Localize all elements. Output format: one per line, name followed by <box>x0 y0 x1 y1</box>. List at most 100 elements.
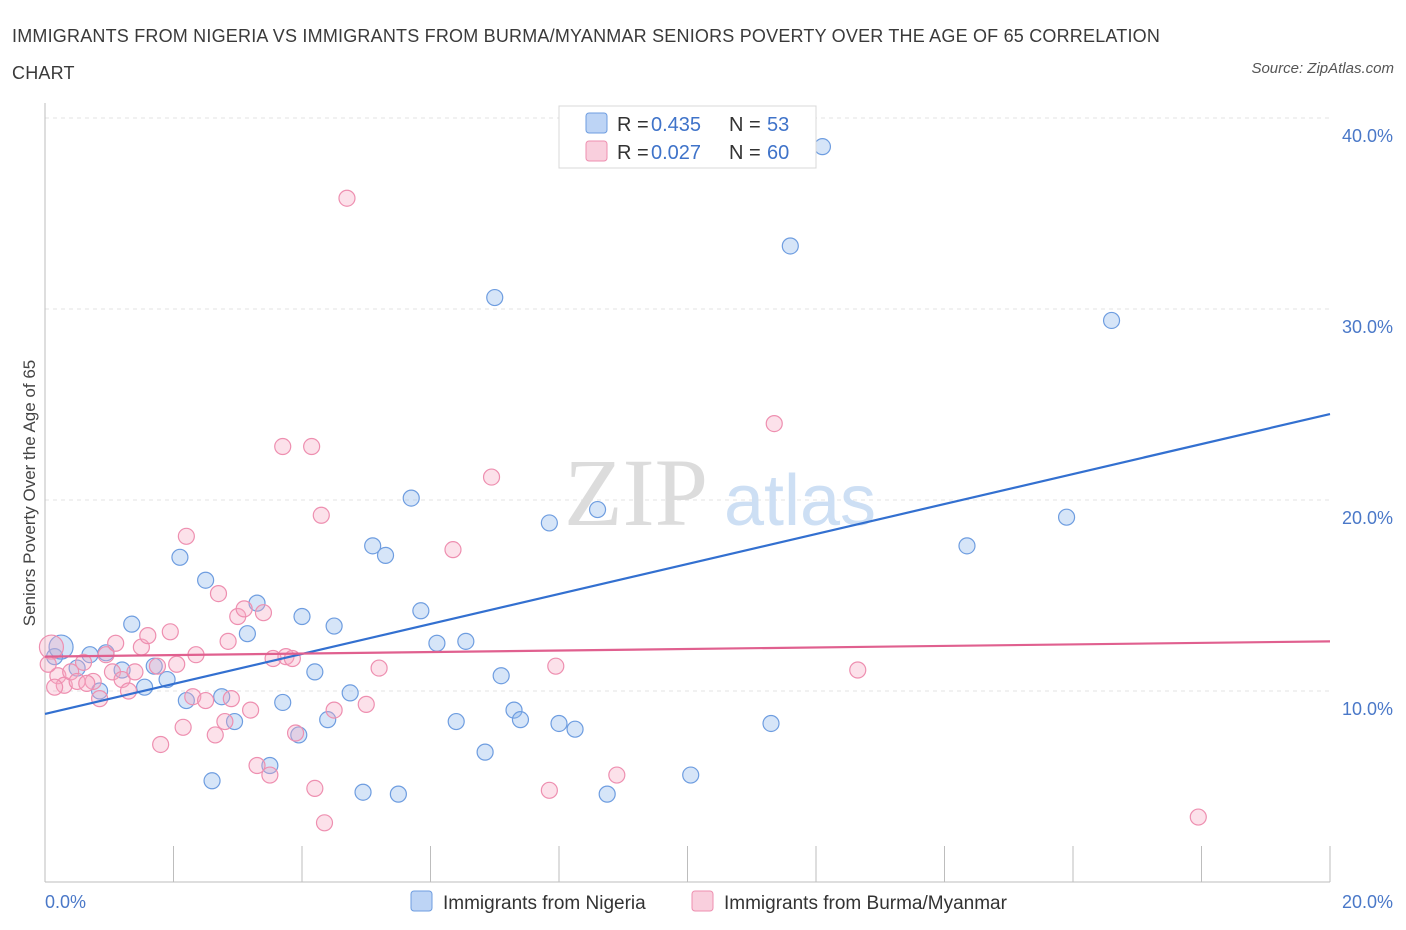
point-burma <box>312 506 330 524</box>
point-nigeria <box>354 783 372 801</box>
point-burma <box>235 600 253 618</box>
legend-r-value-1: 0.435 <box>651 114 701 136</box>
point-burma <box>107 634 125 652</box>
point-nigeria <box>203 772 221 790</box>
y-tick-label: 10.0% <box>1342 699 1393 719</box>
point-nigeria <box>428 634 446 652</box>
watermark: ZIP atlas <box>564 439 876 546</box>
point-burma <box>78 674 96 692</box>
point-burma <box>306 779 324 798</box>
point-burma <box>174 718 192 736</box>
y-tick-label: 20.0% <box>1342 508 1393 528</box>
point-burma <box>216 712 234 731</box>
point-burma <box>286 724 305 742</box>
source-label: Source: ZipAtlas.com <box>1251 60 1394 77</box>
point-burma <box>74 653 93 671</box>
point-nigeria <box>1102 311 1121 330</box>
tick-labels: 10.0% 20.0% 30.0% 40.0% 0.0% 20.0% <box>45 126 1393 912</box>
point-burma <box>482 468 501 486</box>
point-nigeria <box>958 537 976 555</box>
legend-n-value-2: 60 <box>767 142 789 164</box>
series-legend: Immigrants from Nigeria Immigrants from … <box>410 890 1008 914</box>
point-burma <box>126 663 144 681</box>
point-nigeria <box>486 288 504 307</box>
point-burma <box>152 735 170 754</box>
point-nigeria <box>762 714 780 733</box>
point-burma <box>315 814 334 832</box>
trend-lines <box>44 412 1331 715</box>
point-burma <box>370 659 388 677</box>
watermark-atlas: atlas <box>724 461 876 541</box>
point-nigeria <box>123 615 141 633</box>
legend-n-value-1: 53 <box>767 114 789 136</box>
point-burma <box>261 766 279 784</box>
x-tick-label: 0.0% <box>45 892 86 912</box>
point-burma <box>62 663 80 681</box>
axes <box>44 103 1331 883</box>
point-nigeria <box>376 546 395 564</box>
series-legend-label-burma: Immigrants from Burma/Myanmar <box>724 893 1008 914</box>
point-nigeria <box>171 548 189 566</box>
point-nigeria <box>389 785 407 803</box>
point-nigeria <box>550 714 568 733</box>
point-burma <box>177 527 195 545</box>
legend-swatch-nigeria <box>585 112 608 134</box>
point-nigeria <box>364 537 382 555</box>
point-burma <box>222 690 240 708</box>
point-nigeria <box>1057 508 1076 526</box>
point-burma <box>1189 808 1207 826</box>
point-nigeria <box>261 756 279 775</box>
point-nigeria <box>588 500 607 519</box>
point-burma <box>139 627 157 645</box>
point-nigeria <box>505 701 523 719</box>
point-nigeria <box>540 514 558 532</box>
legend-r-label-2: R = <box>617 142 649 164</box>
data-points <box>38 138 1207 832</box>
x-tick-label: 20.0% <box>1342 892 1393 912</box>
y-tick-label: 30.0% <box>1342 317 1393 337</box>
point-nigeria <box>457 632 475 650</box>
point-burma <box>444 541 462 559</box>
y-axis-label: Seniors Poverty Over the Age of 65 <box>20 360 39 626</box>
point-burma <box>765 415 783 433</box>
point-nigeria <box>447 712 465 731</box>
point-burma <box>219 632 237 650</box>
point-nigeria <box>682 766 700 784</box>
point-nigeria <box>293 607 311 626</box>
point-nigeria <box>274 693 292 712</box>
point-nigeria <box>238 625 256 643</box>
series-legend-swatch-burma <box>691 890 714 912</box>
legend-n-label-1: N = <box>729 114 761 136</box>
legend-n-label-2: N = <box>729 142 761 164</box>
watermark-zip: ZIP <box>564 439 708 546</box>
point-burma <box>206 726 224 744</box>
point-burma <box>46 678 64 696</box>
point-burma <box>242 701 260 719</box>
point-burma <box>547 657 565 675</box>
point-burma <box>168 655 186 673</box>
legend-r-value-2: 0.027 <box>651 142 701 164</box>
point-nigeria <box>325 617 343 635</box>
point-burma <box>148 657 167 675</box>
point-nigeria <box>566 720 584 738</box>
point-burma <box>184 688 202 706</box>
point-burma <box>91 690 109 708</box>
point-burma <box>608 766 626 784</box>
point-nigeria <box>225 712 244 731</box>
point-burma <box>161 623 179 641</box>
point-burma <box>248 756 266 775</box>
point-nigeria <box>598 785 616 803</box>
point-burma <box>274 437 292 456</box>
point-burma <box>849 661 867 679</box>
point-nigeria <box>511 711 530 729</box>
legend-swatch-burma <box>585 140 608 162</box>
point-burma <box>209 584 228 603</box>
point-burma <box>197 691 215 710</box>
point-burma <box>38 634 65 660</box>
point-burma <box>254 604 273 622</box>
point-burma <box>39 655 57 673</box>
series-legend-label-nigeria: Immigrants from Nigeria <box>443 893 646 914</box>
trend-line-nigeria <box>44 412 1331 715</box>
legend-r-label-1: R = <box>617 114 649 136</box>
